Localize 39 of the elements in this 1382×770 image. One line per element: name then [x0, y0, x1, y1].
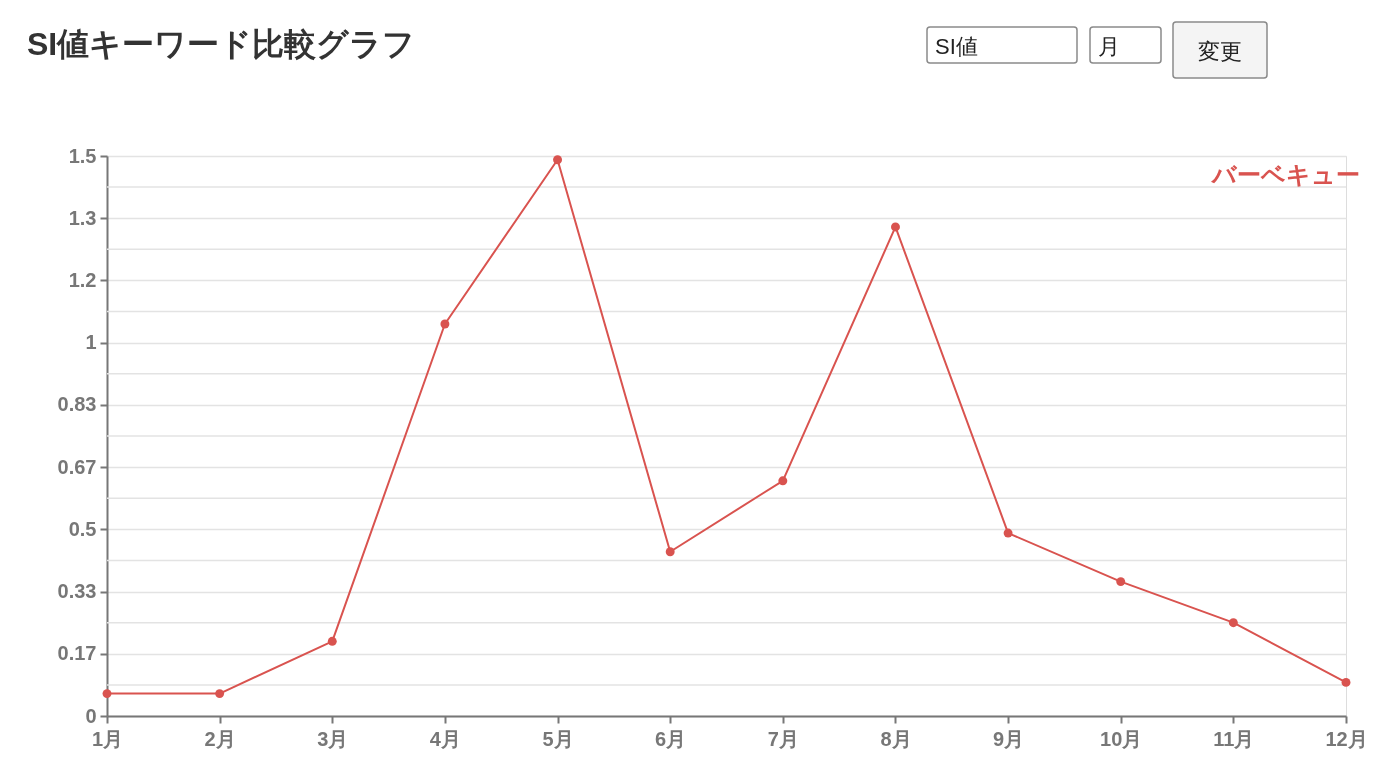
- x-tick-label: 7月: [767, 727, 799, 750]
- y-tick-label: 1.3: [68, 206, 97, 229]
- x-tick-label: 3月: [317, 727, 349, 750]
- point: [102, 689, 112, 699]
- chart-title: SI値キーワード比較グラフ: [27, 26, 416, 62]
- x-tick-label: 11月: [1213, 727, 1255, 750]
- y-tick-label: 1.2: [68, 268, 97, 291]
- point: [553, 155, 563, 165]
- point: [1116, 577, 1126, 587]
- point: [1003, 528, 1013, 538]
- text: バーベキュー: [1210, 161, 1360, 188]
- point: [327, 636, 337, 646]
- point: [665, 547, 675, 557]
- point: [215, 689, 225, 699]
- point: [778, 476, 788, 486]
- point: [1341, 677, 1351, 687]
- x-tick-label: 2月: [204, 727, 236, 750]
- x-tick-label: 6月: [655, 727, 687, 750]
- y-tick-label: 0.67: [57, 455, 97, 478]
- point: [440, 319, 450, 329]
- x-tick-label: 1月: [91, 727, 124, 750]
- text: 月: [1098, 34, 1120, 59]
- y-tick-label: 0.33: [57, 580, 97, 603]
- x-tick-label: 4月: [429, 727, 461, 750]
- y-tick-label: 1.5: [68, 144, 97, 167]
- text: SI値: [935, 34, 978, 59]
- point: [1228, 618, 1238, 628]
- y-tick-label: 0.83: [57, 393, 97, 416]
- y-tick-label: 0.5: [68, 517, 97, 540]
- text: 変更: [1198, 39, 1242, 64]
- y-tick-label: 0: [85, 704, 97, 727]
- y-tick-label: 0.17: [57, 642, 97, 665]
- point: [890, 222, 900, 232]
- x-tick-label: 8月: [880, 727, 912, 750]
- y-tick-label: 1: [85, 331, 97, 354]
- x-tick-label: 9月: [993, 727, 1025, 750]
- x-tick-label: 10月: [1100, 727, 1143, 750]
- x-tick-label: 5月: [542, 727, 574, 750]
- x-tick-label: 12月: [1325, 727, 1368, 750]
